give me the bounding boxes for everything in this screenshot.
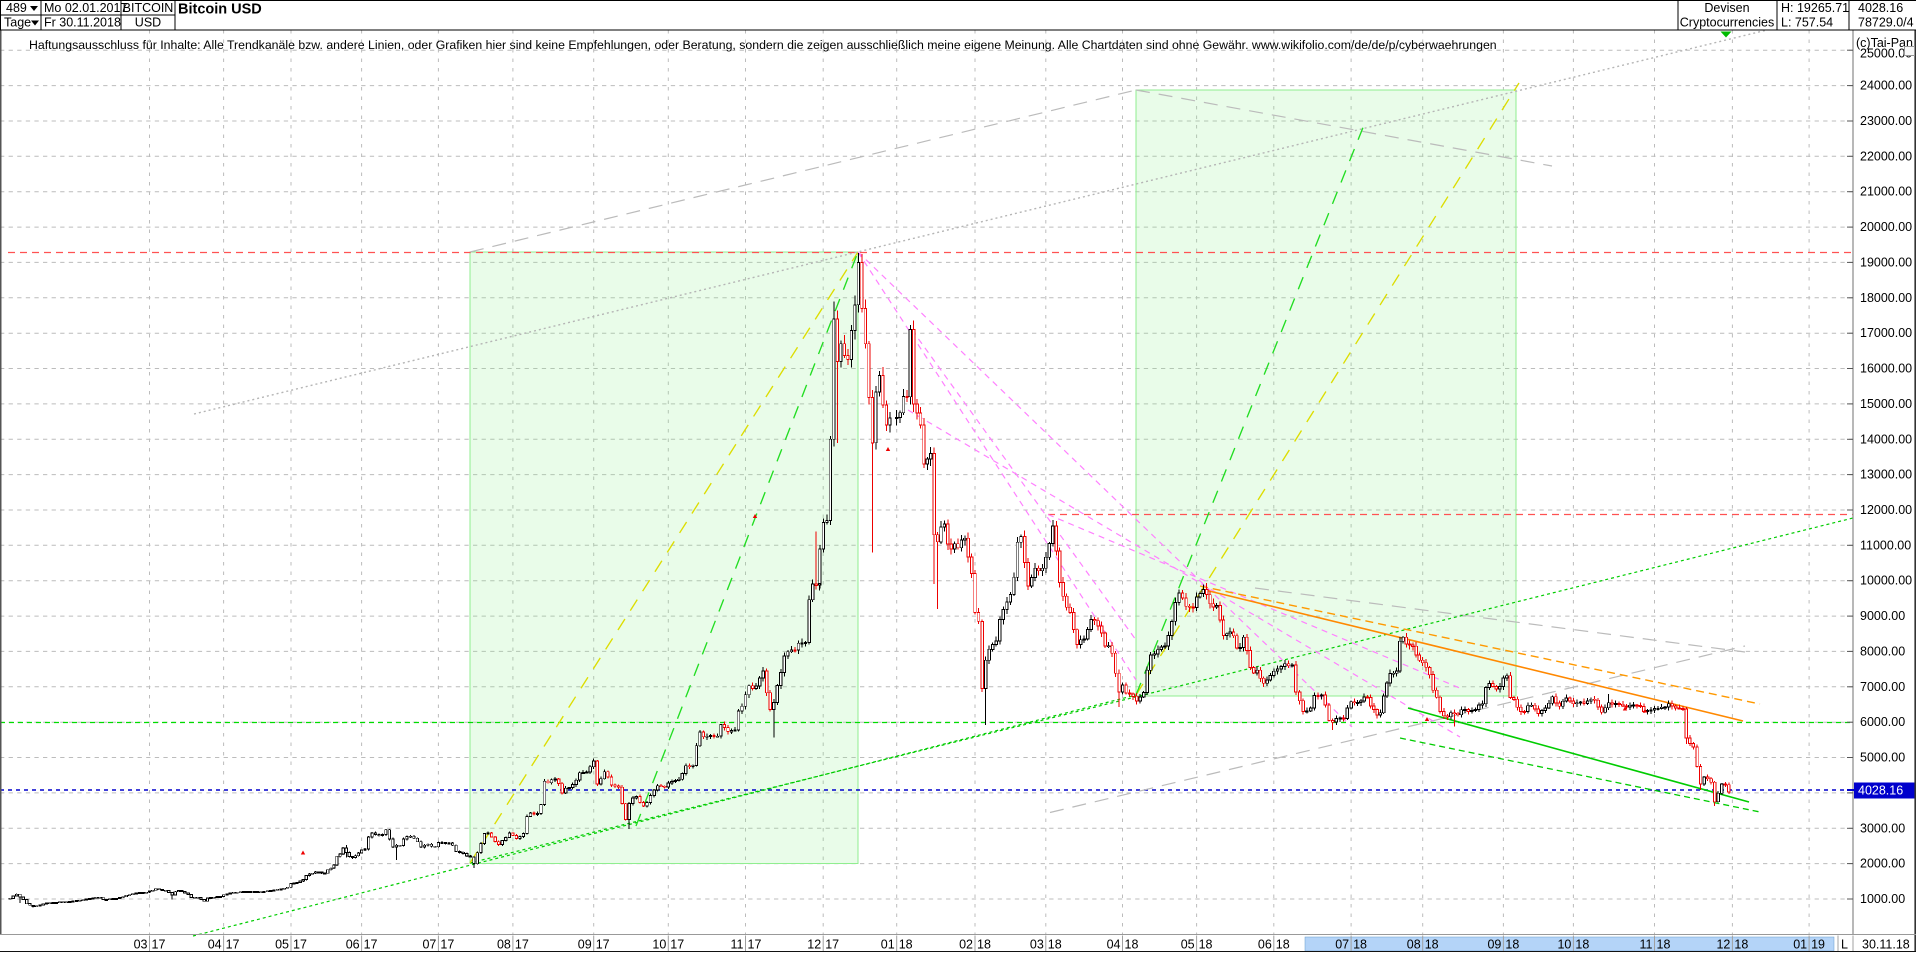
svg-text:Fr 30.11.2018: Fr 30.11.2018 (44, 16, 121, 30)
svg-text:17: 17 (152, 938, 166, 952)
svg-text:4028.16: 4028.16 (1858, 1, 1903, 15)
svg-text:Bitcoin USD: Bitcoin USD (178, 2, 262, 18)
svg-text:Haftungsausschluss für Inhalte: Haftungsausschluss für Inhalte: Alle Tre… (29, 38, 1497, 52)
svg-text:1000.00: 1000.00 (1860, 892, 1905, 906)
svg-text:9000.00: 9000.00 (1860, 609, 1905, 623)
svg-text:489: 489 (6, 1, 27, 15)
svg-text:17: 17 (515, 938, 529, 952)
svg-text:6000.00: 6000.00 (1860, 715, 1905, 729)
svg-text:20000.00: 20000.00 (1860, 220, 1912, 234)
svg-text:BITCOIN: BITCOIN (123, 1, 174, 15)
svg-text:17: 17 (596, 938, 610, 952)
svg-text:10: 10 (652, 938, 666, 952)
svg-text:30.11.18: 30.11.18 (1862, 938, 1910, 952)
svg-text:17: 17 (440, 938, 454, 952)
svg-text:17: 17 (670, 938, 684, 952)
svg-text:19: 19 (1811, 938, 1825, 952)
svg-text:18: 18 (1199, 938, 1213, 952)
svg-text:03: 03 (134, 938, 148, 952)
svg-text:18: 18 (1125, 938, 1139, 952)
svg-text:06: 06 (1258, 938, 1272, 952)
svg-text:Devisen: Devisen (1704, 1, 1749, 15)
svg-text:USD: USD (135, 16, 161, 30)
svg-text:11: 11 (731, 938, 744, 952)
svg-text:07: 07 (1335, 938, 1349, 952)
svg-text:18: 18 (899, 938, 913, 952)
svg-text:17: 17 (364, 938, 378, 952)
svg-text:17: 17 (226, 938, 240, 952)
svg-text:14000.00: 14000.00 (1860, 432, 1912, 446)
svg-text:H: 19265.71: H: 19265.71 (1781, 1, 1849, 15)
svg-text:4028.16: 4028.16 (1858, 784, 1903, 798)
svg-text:02: 02 (959, 938, 973, 952)
svg-text:05: 05 (275, 938, 289, 952)
svg-text:04: 04 (1107, 938, 1121, 952)
svg-text:23000.00: 23000.00 (1860, 114, 1912, 128)
svg-text:3000.00: 3000.00 (1860, 821, 1905, 835)
svg-text:Tage: Tage (4, 16, 31, 30)
svg-text:18: 18 (1505, 938, 1519, 952)
svg-text:78729.0/4: 78729.0/4 (1858, 16, 1914, 30)
svg-text:16000.00: 16000.00 (1860, 362, 1912, 376)
svg-text:06: 06 (346, 938, 360, 952)
svg-text:13000.00: 13000.00 (1860, 468, 1912, 482)
svg-text:18: 18 (1657, 938, 1671, 952)
svg-text:11000.00: 11000.00 (1860, 538, 1911, 552)
svg-text:08: 08 (1407, 938, 1421, 952)
svg-text:04: 04 (208, 938, 222, 952)
svg-text:18: 18 (1048, 938, 1062, 952)
svg-text:18: 18 (1734, 938, 1748, 952)
svg-text:21000.00: 21000.00 (1860, 185, 1912, 199)
svg-text:01: 01 (881, 938, 895, 952)
svg-text:09: 09 (1487, 938, 1501, 952)
svg-text:5000.00: 5000.00 (1860, 751, 1905, 765)
svg-text:(c)Tai-Pan: (c)Tai-Pan (1856, 36, 1913, 50)
svg-text:10: 10 (1557, 938, 1571, 952)
svg-text:12: 12 (807, 938, 821, 952)
svg-text:18: 18 (1276, 938, 1290, 952)
svg-text:19000.00: 19000.00 (1860, 255, 1912, 269)
svg-text:10000.00: 10000.00 (1860, 574, 1912, 588)
svg-text:17: 17 (293, 938, 307, 952)
svg-text:01: 01 (1793, 938, 1807, 952)
svg-text:Mo 02.01.2017: Mo 02.01.2017 (44, 1, 127, 15)
svg-text:12: 12 (1716, 938, 1730, 952)
svg-text:07: 07 (422, 938, 436, 952)
svg-text:15000.00: 15000.00 (1860, 397, 1912, 411)
svg-text:18000.00: 18000.00 (1860, 291, 1912, 305)
svg-text:18: 18 (1575, 938, 1589, 952)
svg-text:11: 11 (1640, 938, 1653, 952)
svg-text:17: 17 (825, 938, 839, 952)
svg-text:8000.00: 8000.00 (1860, 644, 1905, 658)
svg-text:7000.00: 7000.00 (1860, 680, 1905, 694)
svg-text:22000.00: 22000.00 (1860, 149, 1912, 163)
svg-text:L: L (1841, 938, 1848, 952)
svg-text:12000.00: 12000.00 (1860, 503, 1912, 517)
svg-text:09: 09 (578, 938, 592, 952)
svg-text:2000.00: 2000.00 (1860, 857, 1905, 871)
svg-text:18: 18 (1425, 938, 1439, 952)
svg-text:24000.00: 24000.00 (1860, 79, 1912, 93)
svg-text:18: 18 (977, 938, 991, 952)
svg-text:17: 17 (748, 938, 762, 952)
svg-text:L: 757.54: L: 757.54 (1781, 16, 1833, 30)
svg-text:05: 05 (1181, 938, 1195, 952)
svg-text:03: 03 (1030, 938, 1044, 952)
svg-text:25000.00: 25000.00 (1860, 47, 1912, 61)
svg-text:Cryptocurrencies: Cryptocurrencies (1680, 16, 1774, 30)
svg-text:08: 08 (497, 938, 511, 952)
svg-text:17000.00: 17000.00 (1860, 326, 1912, 340)
svg-text:18: 18 (1353, 938, 1367, 952)
